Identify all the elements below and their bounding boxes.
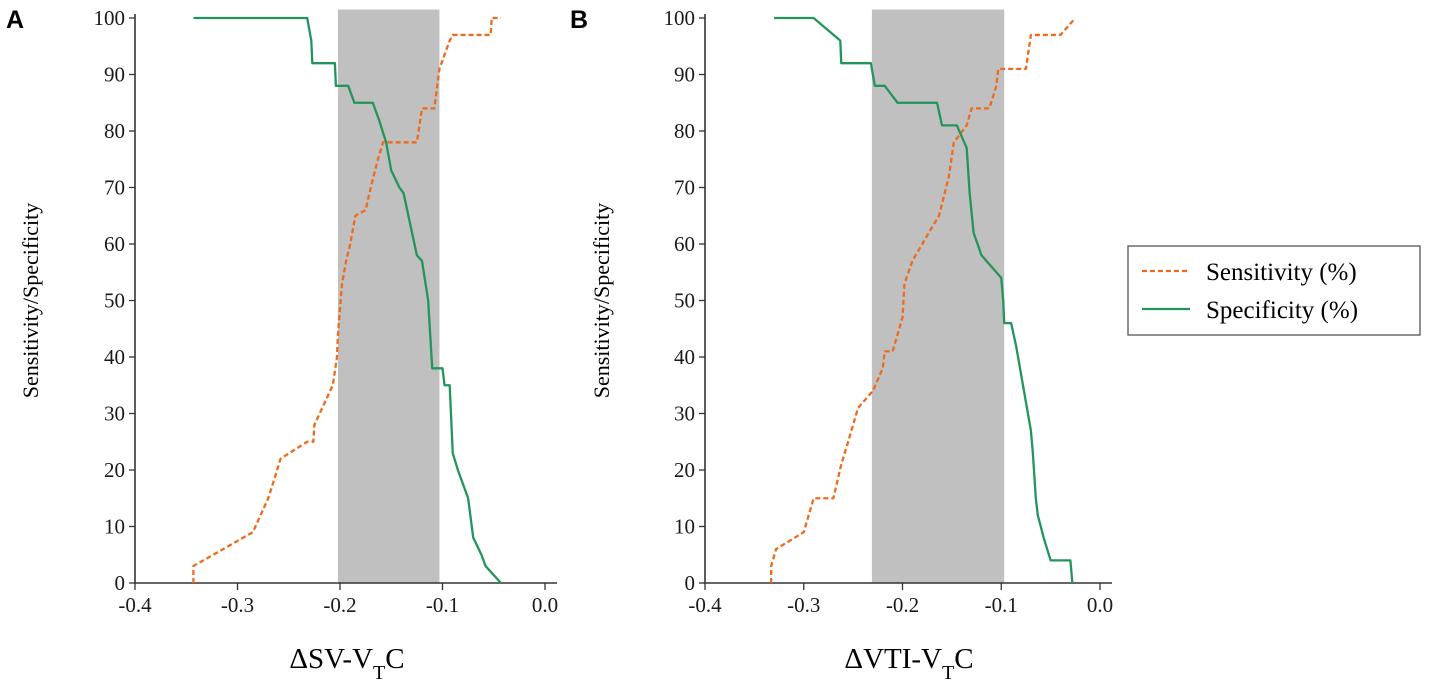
panel-a-ytick-label: 10 xyxy=(104,515,125,539)
panel-b-ytick-label: 40 xyxy=(674,345,695,369)
panel-a-letter: A xyxy=(6,6,24,34)
panel-b-x-axis-title: ΔVTI-VTC xyxy=(844,643,973,681)
panel-b-ytick-label: 10 xyxy=(674,515,695,539)
panel-a-xtick-label: 0.0 xyxy=(532,593,558,617)
panel-b-ytick-label: 70 xyxy=(674,176,695,200)
panel-a-y-axis-title: Sensitivity/Specificity xyxy=(18,203,43,399)
panel-b-y-axis-title: Sensitivity/Specificity xyxy=(589,203,614,399)
legend-sensitivity-label: Sensitivity (%) xyxy=(1206,259,1357,286)
panel-b-xtick-label: -0.2 xyxy=(886,593,919,617)
panel-b-ytick-label: 20 xyxy=(674,458,695,482)
panel-b-ytick-label: 100 xyxy=(664,6,696,30)
panel-a-ytick-label: 50 xyxy=(104,289,125,313)
panel-a-xtick-label: -0.2 xyxy=(323,593,356,617)
panel-b-ytick-label: 50 xyxy=(674,289,695,313)
panel-b-ytick-label: 60 xyxy=(674,232,695,256)
panel-b-specificity-line xyxy=(774,16,1074,584)
panel-a-ytick-label: 0 xyxy=(115,571,126,595)
panel-a-ytick-label: 70 xyxy=(104,176,125,200)
panel-a-ytick-label: 80 xyxy=(104,119,125,143)
panel-b-xtick-label: -0.1 xyxy=(985,593,1018,617)
panel-a-specificity-line xyxy=(193,16,502,584)
panel-a-shaded-region xyxy=(337,9,440,583)
panel-a-ytick-label: 20 xyxy=(104,458,125,482)
panel-b-xtick-label: 0.0 xyxy=(1087,593,1113,617)
panel-a-xtick-label: -0.1 xyxy=(426,593,459,617)
panel-b-ytick-label: 90 xyxy=(674,63,695,87)
panel-a-x-axis-title: ΔSV-VTC xyxy=(289,643,404,681)
panel-b-xtick-label: -0.3 xyxy=(787,593,820,617)
panel-a-xtick-label: -0.3 xyxy=(221,593,254,617)
panel-b-ytick-label: 80 xyxy=(674,119,695,143)
panel-a-ytick-label: 90 xyxy=(104,63,125,87)
panel-b-ytick-label: 30 xyxy=(674,402,695,426)
panel-b-sensitivity-line xyxy=(770,17,1077,583)
panel-b-xtick-label: -0.4 xyxy=(688,593,722,617)
legend-specificity-label: Specificity (%) xyxy=(1206,297,1358,324)
panel-a-ytick-label: 60 xyxy=(104,232,125,256)
panel-a-chart: 0 10 20 30 40 50 60 70 80 90 100 -0.4 -0.3 -0.2 -0.1 0.… xyxy=(6,6,558,681)
panel-b-letter: B xyxy=(570,6,588,34)
panel-a-ytick-label: 100 xyxy=(94,6,126,30)
panel-a-ytick-label: 30 xyxy=(104,402,125,426)
panel-a-ytick-label: 40 xyxy=(104,345,125,369)
panel-b-chart: 0 10 20 30 40 50 60 70 80 90 100 -0.4 -0.3 -0.2 -0.1 0.… xyxy=(570,6,1113,681)
panel-a-xtick-label: -0.4 xyxy=(118,593,152,617)
legend: Sensitivity (%) Specificity (%) xyxy=(1127,245,1421,336)
panel-b-ytick-label: 0 xyxy=(685,571,696,595)
legend-box xyxy=(1127,245,1421,336)
